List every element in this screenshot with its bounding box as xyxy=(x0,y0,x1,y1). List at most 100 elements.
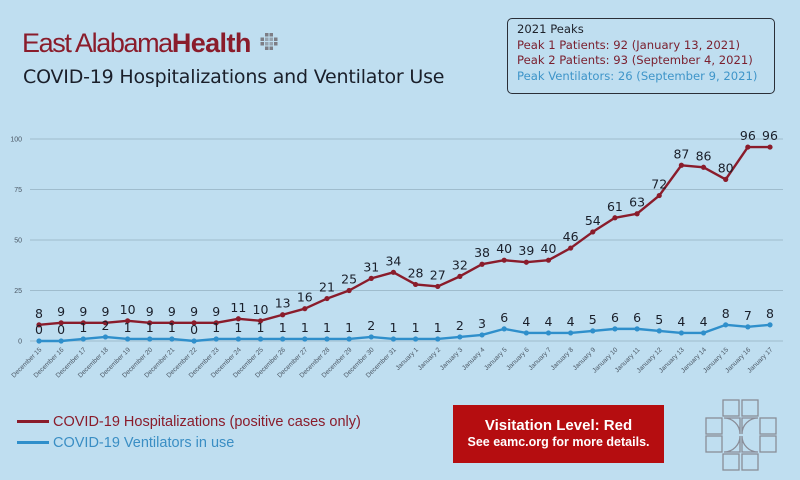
chart-legend: COVID-19 Hospitalizations (positive case… xyxy=(17,411,361,453)
ventilators-value-label: 4 xyxy=(567,314,575,329)
hospitalizations-value-label: 10 xyxy=(120,302,136,317)
peaks-box: 2021 Peaks Peak 1 Patients: 92 (January … xyxy=(507,18,775,94)
ventilators-point xyxy=(568,330,574,336)
hospitalizations-point xyxy=(390,269,397,275)
hospitalizations-point xyxy=(545,257,552,263)
hospitalizations-value-label: 31 xyxy=(363,259,379,274)
hospitalizations-point xyxy=(102,320,109,326)
x-tick-label: January 1 xyxy=(395,346,421,372)
ventilators-value-label: 4 xyxy=(545,314,553,329)
hospitalizations-value-label: 40 xyxy=(541,241,557,256)
hospitalizations-point xyxy=(235,316,241,322)
hospitalizations-value-label: 63 xyxy=(629,195,645,210)
ventilators-value-label: 0 xyxy=(35,322,43,337)
ventilators-value-label: 4 xyxy=(522,314,530,329)
hospitalizations-value-label: 9 xyxy=(190,304,198,319)
hospitalizations-point xyxy=(58,320,64,326)
peak1-patients: Peak 1 Patients: 92 (January 13, 2021) xyxy=(517,37,741,52)
brand-logo: East Alabama Health xyxy=(22,28,281,59)
ventilators-point xyxy=(36,338,42,344)
hospitalizations-value-label: 28 xyxy=(408,265,424,280)
ventilators-value-label: 1 xyxy=(412,320,420,335)
ventilators-value-label: 7 xyxy=(744,308,752,323)
grid-lines xyxy=(30,138,783,342)
ventilators-value-label: 2 xyxy=(367,318,375,333)
hospitalizations-point xyxy=(302,306,308,312)
x-tick-label: January 6 xyxy=(505,346,531,372)
cross-outline-logo-icon xyxy=(705,399,777,471)
ventilators-point xyxy=(257,336,264,342)
peaks-heading: 2021 Peaks xyxy=(517,22,584,36)
x-tick-label: January 5 xyxy=(483,346,509,372)
hospitalizations-point xyxy=(368,275,374,281)
ventilators-point xyxy=(102,334,109,340)
hospitalizations-value-label: 39 xyxy=(518,243,534,258)
hospitalizations-value-label: 9 xyxy=(168,304,176,319)
peak2-patients: Peak 2 Patients: 93 (September 4, 2021) xyxy=(517,53,753,68)
hospitalizations-point xyxy=(80,320,86,326)
hospitalizations-value-label: 10 xyxy=(253,302,269,317)
peak-ventilators: Peak Ventilators: 26 (September 9, 2021) xyxy=(517,68,758,83)
ventilators-value-label: 8 xyxy=(766,306,774,321)
chart-title: COVID-19 Hospitalizations and Ventilator… xyxy=(23,66,445,88)
hospitalizations-point xyxy=(324,295,330,302)
ventilators-value-label: 2 xyxy=(456,318,464,333)
hospitalizations-point xyxy=(678,162,684,168)
ventilators-point xyxy=(235,336,241,342)
x-tick-label: January 2 xyxy=(417,346,443,372)
ventilators-point xyxy=(324,336,330,342)
hospitalizations-point xyxy=(590,229,596,235)
ventilators-value-label: 0 xyxy=(190,322,198,337)
ventilators-point xyxy=(368,334,374,340)
hospitalizations-value-label: 96 xyxy=(740,128,756,143)
ventilators-point xyxy=(435,336,441,342)
ventilators-value-label: 1 xyxy=(389,320,397,335)
hospitalizations-value-label: 54 xyxy=(585,213,601,228)
y-tick-label: 75 xyxy=(14,187,22,194)
hospitalizations-point xyxy=(700,164,707,170)
hospitalizations-value-label: 46 xyxy=(563,229,579,244)
ventilators-point xyxy=(700,330,707,336)
y-axis-ticks: 0 25 50 75 100 xyxy=(10,137,22,346)
ventilators-point xyxy=(169,336,175,342)
hospitalizations-point xyxy=(634,211,640,217)
y-tick-label: 50 xyxy=(14,238,22,245)
hospitalizations-line xyxy=(38,145,770,327)
ventilators-point xyxy=(523,330,529,336)
ventilators-value-label: 1 xyxy=(301,320,309,335)
ventilators-point xyxy=(125,336,131,342)
hospitalizations-point xyxy=(191,320,197,326)
ventilators-value-label: 5 xyxy=(655,312,663,327)
ventilators-point xyxy=(723,322,729,328)
visitation-level-text: Visitation Level: Red xyxy=(484,417,633,434)
ventilators-value-label: 1 xyxy=(146,320,154,335)
hospitalizations-value-label: 9 xyxy=(101,304,109,319)
legend-swatch-ventilators xyxy=(17,440,49,445)
hospitalizations-point xyxy=(213,320,219,326)
ventilators-point xyxy=(590,328,596,334)
ventilators-point xyxy=(390,336,397,342)
hospitalizations-value-label: 9 xyxy=(146,304,154,319)
visitation-details-text: See eamc.org for more details. xyxy=(467,435,650,449)
series-lines xyxy=(38,145,771,343)
ventilators-value-label: 1 xyxy=(279,320,287,335)
hospitalizations-point xyxy=(412,281,419,288)
x-tick-label: January 7 xyxy=(527,346,553,372)
hospitalizations-point xyxy=(656,192,662,199)
ventilators-value-label: 1 xyxy=(212,320,220,335)
hospitalizations-point xyxy=(257,318,264,324)
ventilators-point xyxy=(457,334,463,340)
ventilators-value-label: 6 xyxy=(633,310,641,325)
hospitalizations-value-label: 9 xyxy=(57,304,65,319)
hospitalizations-point xyxy=(125,318,131,324)
hospitalizations-value-label: 9 xyxy=(79,304,87,319)
hospitalizations-point xyxy=(457,273,463,279)
hospitalizations-value-label: 9 xyxy=(212,304,220,319)
hospitalizations-value-label: 40 xyxy=(496,241,512,256)
legend-label-hospitalizations: COVID-19 Hospitalizations (positive case… xyxy=(53,413,361,430)
ventilators-value-label: 3 xyxy=(478,316,486,331)
ventilators-point xyxy=(412,336,419,342)
hospitalizations-value-label: 80 xyxy=(718,160,734,175)
ventilators-point xyxy=(656,328,662,334)
